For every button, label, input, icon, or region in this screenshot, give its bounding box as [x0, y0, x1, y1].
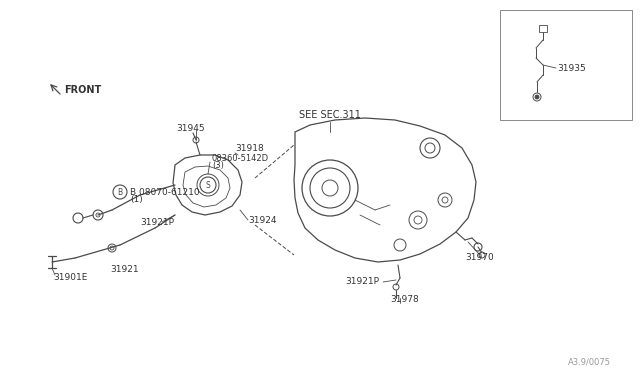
Text: 31918: 31918	[235, 144, 264, 153]
Text: A3.9/0075: A3.9/0075	[568, 357, 611, 366]
Text: 31921P: 31921P	[345, 278, 379, 286]
Text: 08360-5142D: 08360-5142D	[212, 154, 269, 163]
Text: 31945: 31945	[176, 124, 205, 132]
Text: B: B	[117, 187, 123, 196]
Circle shape	[535, 95, 539, 99]
Text: 31978: 31978	[390, 295, 419, 305]
Circle shape	[96, 213, 100, 217]
Bar	[500, 10, 632, 120]
Text: 31970: 31970	[465, 253, 493, 263]
Text: 31921P: 31921P	[140, 218, 174, 227]
Bar	[539, 25, 547, 32]
Text: 31935: 31935	[557, 64, 586, 73]
Text: (1): (1)	[130, 195, 143, 203]
Text: 31924: 31924	[248, 215, 276, 224]
Text: S: S	[205, 180, 211, 189]
Text: B 08070-61210: B 08070-61210	[130, 187, 200, 196]
Text: SEE SEC.311: SEE SEC.311	[299, 110, 361, 120]
Text: 31901E: 31901E	[53, 273, 88, 282]
Text: 31921: 31921	[110, 266, 139, 275]
Text: FRONT: FRONT	[64, 85, 101, 95]
Text: (3): (3)	[212, 160, 224, 170]
